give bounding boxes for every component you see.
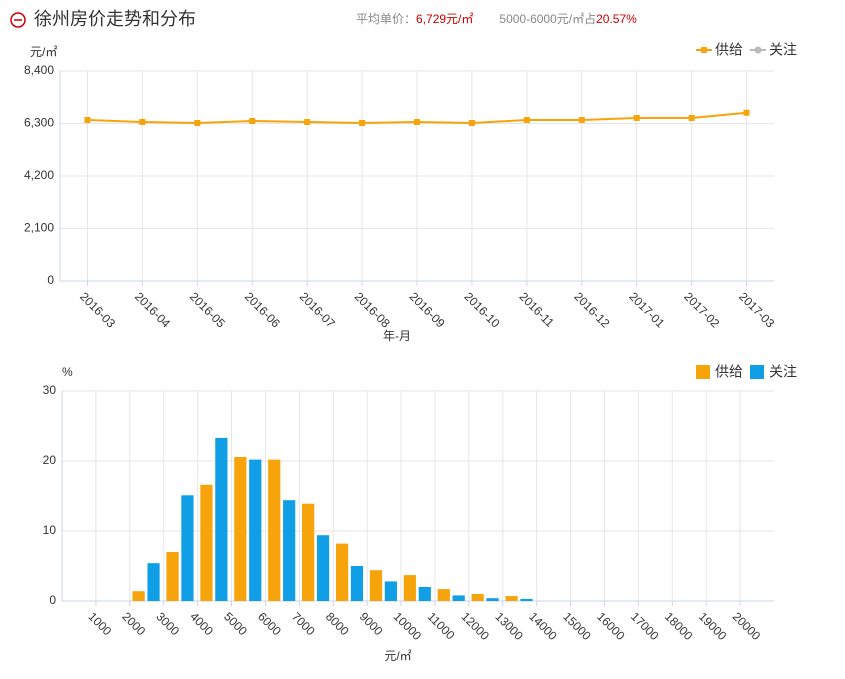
legend-marker [701, 47, 707, 53]
bar [268, 459, 281, 601]
x-axis-label: 年-月 [383, 329, 411, 343]
legend-label: 关注 [769, 42, 797, 58]
y-tick-label: 30 [43, 383, 57, 397]
y-tick-label: 0 [47, 273, 54, 287]
bar [384, 581, 397, 601]
y-axis-label: % [62, 365, 73, 379]
x-tick-label: 9000 [357, 609, 386, 638]
range-value: 20.57% [596, 12, 637, 26]
x-tick-label: 11000 [425, 609, 458, 642]
legend-marker [750, 365, 764, 379]
x-tick-label: 18000 [662, 609, 696, 643]
page-title: 徐州房价走势和分布 [34, 9, 196, 29]
range-label: 5000-6000元/㎡占 [499, 11, 596, 26]
x-tick-label: 14000 [526, 609, 560, 643]
y-tick-label: 4,200 [24, 168, 54, 182]
bar [166, 552, 179, 601]
avg-label: 平均单价： [356, 12, 416, 26]
bar [350, 566, 364, 601]
bar [452, 595, 465, 601]
x-tick-label: 6000 [255, 609, 284, 638]
bar [283, 500, 296, 601]
x-tick-label: 13000 [492, 609, 526, 643]
line-marker [743, 109, 750, 116]
line-marker [249, 118, 256, 124]
x-tick-label: 2016-03 [77, 289, 118, 330]
bar [234, 457, 247, 601]
x-tick-label: 2017-02 [681, 289, 722, 330]
line-marker [468, 120, 475, 126]
x-tick-label: 2016-05 [187, 289, 228, 330]
bar [403, 575, 416, 601]
legend-marker [696, 365, 710, 379]
line-marker [578, 117, 585, 123]
y-tick-label: 0 [49, 593, 56, 607]
legend-label: 关注 [769, 364, 797, 380]
line-marker [84, 117, 91, 123]
collapse-icon[interactable] [10, 12, 26, 28]
x-axis-label: 元/㎡ [384, 649, 411, 663]
x-tick-label: 2016-07 [297, 289, 338, 330]
avg-value: 6,729元/㎡ [416, 12, 473, 26]
x-tick-label: 8000 [323, 609, 352, 638]
bar [215, 437, 228, 601]
bar [132, 591, 145, 601]
x-tick-label: 2000 [119, 609, 148, 638]
y-tick-label: 8,400 [24, 63, 54, 77]
bar [418, 587, 431, 601]
bar [302, 503, 315, 601]
bar [316, 535, 330, 601]
x-tick-label: 2016-09 [407, 289, 448, 330]
bar [437, 589, 450, 601]
y-axis-label: 元/㎡ [30, 45, 57, 59]
line-marker [523, 117, 530, 123]
x-tick-label: 10000 [391, 609, 425, 643]
x-tick-label: 20000 [730, 609, 764, 643]
bar [369, 570, 383, 601]
x-tick-label: 2016-11 [516, 289, 557, 330]
bar [335, 543, 349, 601]
legend-label: 供给 [715, 42, 743, 58]
x-tick-label: 3000 [153, 609, 182, 638]
x-tick-label: 2017-01 [626, 289, 667, 330]
bar [486, 598, 499, 601]
x-tick-label: 2016-08 [352, 289, 393, 330]
x-tick-label: 16000 [594, 609, 628, 643]
x-tick-label: 4000 [187, 609, 216, 638]
line-marker [414, 119, 420, 125]
x-tick-label: 2016-04 [132, 289, 173, 330]
x-tick-label: 2016-10 [462, 289, 503, 330]
x-tick-label: 2016-12 [571, 289, 612, 330]
line-marker [139, 119, 146, 125]
legend-marker [754, 46, 762, 54]
y-tick-label: 6,300 [24, 116, 54, 130]
summary: 平均单价：6,729元/㎡ 5000-6000元/㎡占20.57% [356, 11, 637, 26]
line-marker [359, 120, 366, 126]
x-tick-label: 1000 [86, 609, 115, 638]
bar [249, 459, 262, 601]
x-tick-label: 19000 [696, 609, 730, 643]
y-tick-label: 2,100 [24, 221, 54, 235]
bar [200, 484, 213, 601]
bar [147, 563, 160, 601]
line-marker [633, 115, 640, 121]
x-tick-label: 15000 [560, 609, 594, 643]
y-tick-label: 20 [43, 453, 57, 467]
x-tick-label: 17000 [628, 609, 662, 643]
bar [505, 596, 518, 601]
x-tick-label: 7000 [289, 609, 318, 638]
x-tick-label: 5000 [221, 609, 250, 638]
line-marker [304, 119, 311, 125]
legend-label: 供给 [715, 364, 743, 380]
bar [520, 598, 533, 601]
y-tick-label: 10 [43, 523, 57, 537]
line-marker [194, 120, 201, 126]
bar [181, 495, 194, 601]
line-marker [688, 115, 695, 121]
x-tick-label: 2017-03 [736, 289, 777, 330]
bar [471, 594, 484, 601]
x-tick-label: 2016-06 [242, 289, 283, 330]
x-tick-label: 12000 [458, 609, 492, 643]
